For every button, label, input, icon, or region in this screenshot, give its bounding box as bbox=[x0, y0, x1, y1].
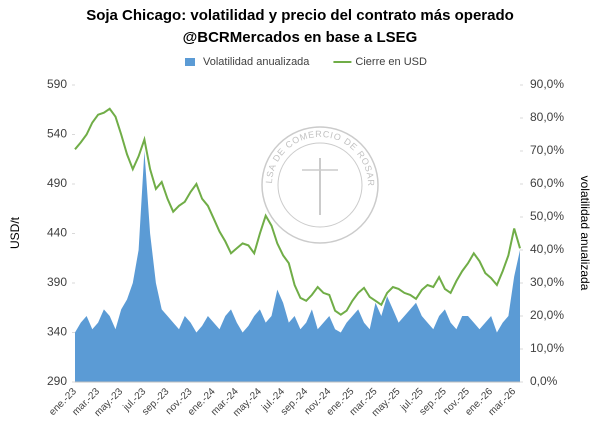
y2-axis-title: volatilidad anualizada bbox=[578, 176, 592, 291]
y2-tick-label: 60,0% bbox=[530, 176, 564, 190]
y2-tick-label: 50,0% bbox=[530, 209, 564, 223]
y2-tick-label: 40,0% bbox=[530, 242, 564, 256]
y2-tick-label: 70,0% bbox=[530, 143, 564, 157]
y-tick-label: 340 bbox=[47, 325, 67, 339]
y-tick-label: 290 bbox=[47, 374, 67, 388]
legend-swatch bbox=[185, 58, 195, 66]
price-line bbox=[74, 107, 521, 316]
y-tick-label: 390 bbox=[47, 275, 67, 289]
y2-tick-label: 20,0% bbox=[530, 308, 564, 322]
y-tick-label: 490 bbox=[47, 176, 67, 190]
y-tick-label: 440 bbox=[47, 226, 67, 240]
chart-title: Soja Chicago: volatilidad y precio del c… bbox=[86, 7, 514, 24]
y2-tick-label: 30,0% bbox=[530, 275, 564, 289]
legend-label: Cierre en USD bbox=[355, 56, 427, 68]
y-tick-label: 540 bbox=[47, 127, 67, 141]
y2-tick-label: 10,0% bbox=[530, 341, 564, 355]
y2-tick-label: 90,0% bbox=[530, 77, 564, 91]
y2-tick-label: 80,0% bbox=[530, 110, 564, 124]
chart-subtitle: @BCRMercados en base a LSEG bbox=[183, 29, 418, 46]
y2-tick-label: 0,0% bbox=[530, 374, 558, 388]
volatility-area bbox=[75, 151, 520, 382]
y-axis-title: USD/t bbox=[8, 216, 22, 249]
legend-label: Volatilidad anualizada bbox=[203, 56, 310, 68]
y-tick-label: 590 bbox=[47, 77, 67, 91]
